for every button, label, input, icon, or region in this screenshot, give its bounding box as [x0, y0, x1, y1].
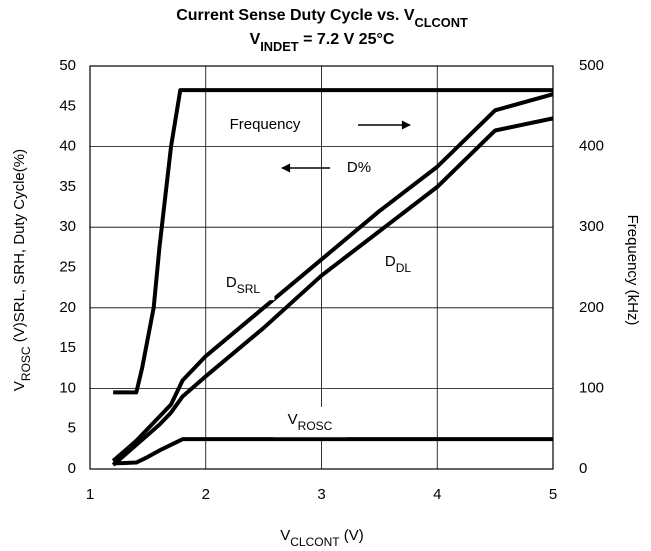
series-label: DSRL [226, 274, 261, 296]
y2-axis-label: Frequency (kHz) [624, 215, 641, 326]
text-part: V [280, 527, 290, 544]
text-part: CLCONT [415, 15, 468, 30]
text-part: = 7.2 V 25°C [299, 31, 395, 48]
label-bg [338, 155, 380, 179]
y-tick-label: 40 [59, 138, 76, 155]
y-tick-label: 10 [59, 379, 76, 396]
series-label: DDL [385, 253, 412, 275]
y2-tick-label: 200 [579, 299, 604, 316]
series-label: Frequency [230, 116, 301, 133]
text-part: V [288, 411, 298, 428]
chart-subtitle: VINDET = 7.2 V 25°C [250, 31, 395, 54]
series-line [111, 116, 554, 467]
label-bg [215, 111, 315, 137]
series-line [111, 92, 554, 463]
text-part: ROSC [19, 346, 33, 381]
annotation: D% [347, 159, 371, 176]
y-tick-label: 15 [59, 339, 76, 356]
y-tick-label: 50 [59, 57, 76, 74]
x-tick-label: 3 [317, 486, 325, 503]
y-tick-label: 0 [68, 460, 76, 477]
x-tick-label: 4 [433, 486, 441, 503]
text-part: V [250, 31, 261, 48]
chart-title: Current Sense Duty Cycle vs. VCLCONT [176, 7, 468, 30]
x-tick-label: 5 [549, 486, 557, 503]
x-axis-label: VCLCONT (V) [280, 527, 364, 549]
text-part: CLCONT [290, 535, 340, 549]
y-tick-label: 5 [68, 420, 76, 437]
x-tick-label: 1 [86, 486, 94, 503]
text-part: SRL [237, 282, 261, 296]
y-tick-label: 25 [59, 258, 76, 275]
series-label: VROSC [288, 411, 333, 433]
y2-tick-label: 0 [579, 460, 587, 477]
label-bg [211, 269, 275, 301]
series-line [113, 437, 553, 466]
x-tick-label: 2 [202, 486, 210, 503]
text-part: ROSC [298, 419, 333, 433]
y2-tick-label: 100 [579, 379, 604, 396]
text-part: D [385, 253, 396, 270]
y2-tick-label: 300 [579, 218, 604, 235]
y2-tick-label: 500 [579, 57, 604, 74]
y-tick-label: 45 [59, 97, 76, 114]
y-tick-label: 20 [59, 299, 76, 316]
series-line [113, 88, 553, 395]
y-axis-label: VROSC (V)SRL, SRH, Duty Cycle(%) [11, 149, 33, 391]
text-part: DL [396, 261, 412, 275]
text-part: Frequency [230, 116, 301, 133]
y2-tick-label: 400 [579, 138, 604, 155]
text-part: V [11, 381, 28, 391]
text-part: D [226, 274, 237, 291]
text-part: INDET [260, 39, 299, 54]
text-part: (V)SRL, SRH, Duty Cycle(%) [11, 149, 28, 347]
label-bg [370, 248, 426, 280]
text-part: Current Sense Duty Cycle vs. V [176, 7, 415, 24]
y-tick-label: 35 [59, 178, 76, 195]
label-bg [273, 406, 347, 438]
plot-frame [89, 65, 554, 470]
text-part: (V) [340, 527, 364, 544]
y-tick-label: 30 [59, 218, 76, 235]
